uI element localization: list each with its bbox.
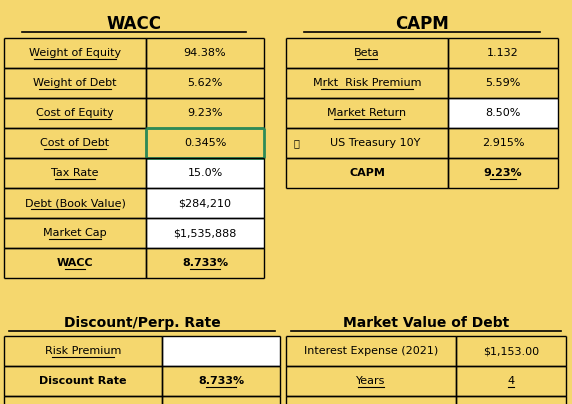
Text: Market Cap: Market Cap	[43, 228, 107, 238]
Bar	[4, 336, 162, 366]
Bar	[456, 336, 566, 366]
Bar	[146, 68, 264, 98]
Bar	[4, 248, 146, 278]
Bar	[4, 38, 146, 68]
Bar	[4, 396, 162, 404]
Text: Weight of Debt: Weight of Debt	[33, 78, 117, 88]
Text: $284,210: $284,210	[178, 198, 232, 208]
Bar	[456, 396, 566, 404]
Text: 94.38%: 94.38%	[184, 48, 227, 58]
Bar	[146, 248, 264, 278]
Text: Interest Expense (2021): Interest Expense (2021)	[304, 346, 438, 356]
Text: 5.59%: 5.59%	[485, 78, 521, 88]
Text: $1,535,888: $1,535,888	[173, 228, 237, 238]
Bar	[4, 68, 146, 98]
Text: 8.50%: 8.50%	[485, 108, 521, 118]
Text: 15.0%: 15.0%	[188, 168, 223, 178]
Text: Debt (Book Value): Debt (Book Value)	[25, 198, 125, 208]
Text: WACC: WACC	[57, 258, 93, 268]
Bar	[286, 396, 456, 404]
Text: 8.733%: 8.733%	[182, 258, 228, 268]
Bar	[4, 128, 146, 158]
Bar	[286, 38, 448, 68]
Text: Market Return: Market Return	[327, 108, 407, 118]
Text: $1,153.00: $1,153.00	[483, 346, 539, 356]
Text: 1.132: 1.132	[487, 48, 519, 58]
Bar	[146, 128, 264, 158]
Text: 9.23%: 9.23%	[187, 108, 223, 118]
Bar	[286, 68, 448, 98]
Text: CAPM: CAPM	[395, 15, 449, 33]
Bar	[4, 98, 146, 128]
Bar	[456, 366, 566, 396]
Bar	[162, 336, 280, 366]
Text: 🏛: 🏛	[294, 138, 300, 148]
Bar	[286, 366, 456, 396]
Bar	[146, 188, 264, 218]
Bar	[146, 158, 264, 188]
Bar	[448, 128, 558, 158]
Text: 9.23%: 9.23%	[484, 168, 522, 178]
Bar	[286, 98, 448, 128]
Bar	[286, 158, 448, 188]
Text: 5.62%: 5.62%	[187, 78, 223, 88]
Text: Years: Years	[356, 376, 386, 386]
Bar	[448, 38, 558, 68]
Bar	[146, 98, 264, 128]
Text: Discount Rate: Discount Rate	[39, 376, 127, 386]
Text: Risk Premium: Risk Premium	[45, 346, 121, 356]
Text: Weight of Equity: Weight of Equity	[29, 48, 121, 58]
Text: 4: 4	[507, 376, 515, 386]
Bar	[4, 188, 146, 218]
Text: Cost of Equity: Cost of Equity	[36, 108, 114, 118]
Bar	[286, 128, 448, 158]
Bar	[4, 218, 146, 248]
Text: 2.915%: 2.915%	[482, 138, 525, 148]
Bar	[4, 366, 162, 396]
Bar	[162, 396, 280, 404]
Bar	[448, 68, 558, 98]
Text: Discount/Perp. Rate: Discount/Perp. Rate	[63, 316, 220, 330]
Text: Beta: Beta	[354, 48, 380, 58]
Text: WACC: WACC	[106, 15, 161, 33]
Text: US Treasury 10Y: US Treasury 10Y	[330, 138, 420, 148]
Bar	[162, 366, 280, 396]
Bar	[146, 218, 264, 248]
Bar	[448, 158, 558, 188]
Text: Market Value of Debt: Market Value of Debt	[343, 316, 509, 330]
Text: 8.733%: 8.733%	[198, 376, 244, 386]
Bar	[286, 336, 456, 366]
Text: Tax Rate: Tax Rate	[51, 168, 99, 178]
Text: Cost of Debt: Cost of Debt	[41, 138, 110, 148]
Bar	[4, 158, 146, 188]
Bar	[146, 38, 264, 68]
Text: CAPM: CAPM	[349, 168, 385, 178]
Bar	[448, 98, 558, 128]
Text: 0.345%: 0.345%	[184, 138, 226, 148]
Text: Mrkt  Risk Premium: Mrkt Risk Premium	[313, 78, 421, 88]
